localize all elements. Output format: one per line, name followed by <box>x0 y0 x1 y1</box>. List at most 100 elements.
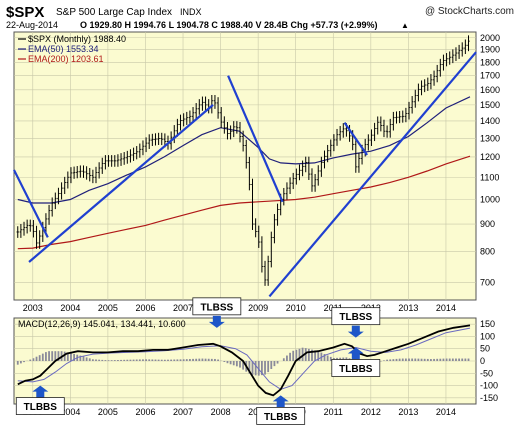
histogram-bar <box>235 361 238 367</box>
histogram-bar <box>73 353 75 361</box>
histogram-bar <box>176 359 179 361</box>
histogram-bar <box>395 358 398 361</box>
arrow-up-icon <box>32 385 49 398</box>
macd-x-tick: 2008 <box>211 407 231 417</box>
arrow-down-icon <box>208 315 225 328</box>
annotation-box <box>15 397 65 415</box>
trendline <box>343 122 368 156</box>
histogram-bar <box>386 359 389 361</box>
histogram-bar <box>261 361 263 376</box>
histogram-bar <box>157 359 160 361</box>
legend-ema50: EMA(50) 1553.34 <box>28 44 99 54</box>
histogram-bar <box>455 358 457 361</box>
histogram-bar <box>19 361 22 364</box>
histogram-bar <box>439 358 442 361</box>
histogram-bar <box>392 359 395 361</box>
histogram-bar <box>426 358 429 361</box>
histogram-bar <box>326 355 329 361</box>
annotation-label: TLBBS <box>264 412 298 423</box>
legend-ema200: EMA(200) 1203.61 <box>28 54 104 64</box>
histogram-bar <box>173 359 176 361</box>
histogram-bar <box>154 359 157 361</box>
histogram-bar <box>295 349 298 361</box>
histogram-bar <box>420 358 423 361</box>
price-y-tick: 700 <box>480 278 495 288</box>
price-grid <box>14 32 476 300</box>
annotation-label: TLBSS <box>200 302 233 313</box>
histogram-bar <box>207 358 210 361</box>
trendlines <box>13 51 477 298</box>
annotation-box <box>331 307 381 326</box>
histogram-bar <box>223 361 226 362</box>
histogram-bar <box>113 360 116 361</box>
histogram-bar <box>414 358 417 361</box>
arrow-down-icon <box>347 325 364 338</box>
histogram-bar <box>29 359 32 361</box>
annotation: TLBBS <box>331 347 381 377</box>
price-x-tick: 2005 <box>98 303 118 313</box>
histogram-bar <box>307 348 310 361</box>
histogram-bar <box>95 359 97 361</box>
histogram-bar <box>189 359 191 361</box>
histogram-bar <box>16 361 19 365</box>
histogram-bar <box>317 351 320 361</box>
macd-y-tick: -50 <box>480 368 493 378</box>
histogram-bar <box>276 361 279 364</box>
macd-x-tick: 2012 <box>361 407 381 417</box>
macd-y-tick: 150 <box>480 319 495 329</box>
macd-y-axis: -150 -100 -50 0 50 100 150 <box>480 319 498 403</box>
histogram-bar <box>311 349 313 361</box>
histogram-bar <box>451 358 454 361</box>
price-y-tick: 1400 <box>480 116 500 126</box>
annotation: TLBBS <box>15 385 65 415</box>
histogram-bar <box>254 361 257 376</box>
annotation-box <box>331 359 381 377</box>
annotation: TLBBS <box>256 395 306 425</box>
histogram-bar <box>192 358 194 361</box>
histogram-bar <box>217 359 219 361</box>
price-y-tick: 900 <box>480 219 495 229</box>
histogram-bar <box>239 361 241 368</box>
histogram-bar <box>404 358 407 361</box>
macd-x-tick: 2014 <box>436 407 456 417</box>
histogram-bar <box>148 359 151 361</box>
histogram-bar <box>445 358 448 361</box>
arrow-up-icon <box>272 395 289 408</box>
histogram-bar <box>79 355 82 361</box>
macd-x-tick: 2011 <box>324 407 343 417</box>
price-y-tick: 1200 <box>480 152 500 162</box>
macd-y-tick: -150 <box>480 393 498 403</box>
histogram-bar <box>242 361 245 370</box>
histogram-bar <box>91 359 94 361</box>
annotation-box <box>256 406 306 425</box>
histogram-bar <box>248 361 251 374</box>
price-x-tick: 2006 <box>135 303 155 313</box>
histogram-bar <box>66 352 69 361</box>
macd-x-tick: 2006 <box>135 407 155 417</box>
histogram-bar <box>408 358 410 361</box>
price-x-tick: 2009 <box>248 303 268 313</box>
histogram-bar <box>286 355 288 361</box>
histogram-bar <box>126 359 129 361</box>
histogram-bar <box>163 359 166 361</box>
histogram-bar <box>57 351 60 361</box>
watermark: @ StockCharts.com <box>425 6 514 17</box>
histogram-bar <box>117 360 119 361</box>
annotation-box <box>192 297 242 316</box>
histogram-bar <box>214 358 216 361</box>
histogram-bar <box>129 359 132 361</box>
histogram-bar <box>383 360 385 361</box>
quote-line: O 1929.80 H 1994.76 L 1904.78 C 1988.40 … <box>80 20 378 30</box>
histogram-bar <box>45 352 47 361</box>
trendline <box>268 51 477 298</box>
price-x-tick: 2014 <box>436 303 456 313</box>
quote-up-icon: ▲ <box>401 21 409 30</box>
histogram-bar <box>23 361 25 363</box>
histogram-bar <box>145 359 147 361</box>
index-name: S&P 500 Large Cap Index <box>56 7 172 18</box>
histogram-bar <box>448 358 451 361</box>
histogram-bar <box>82 356 85 361</box>
